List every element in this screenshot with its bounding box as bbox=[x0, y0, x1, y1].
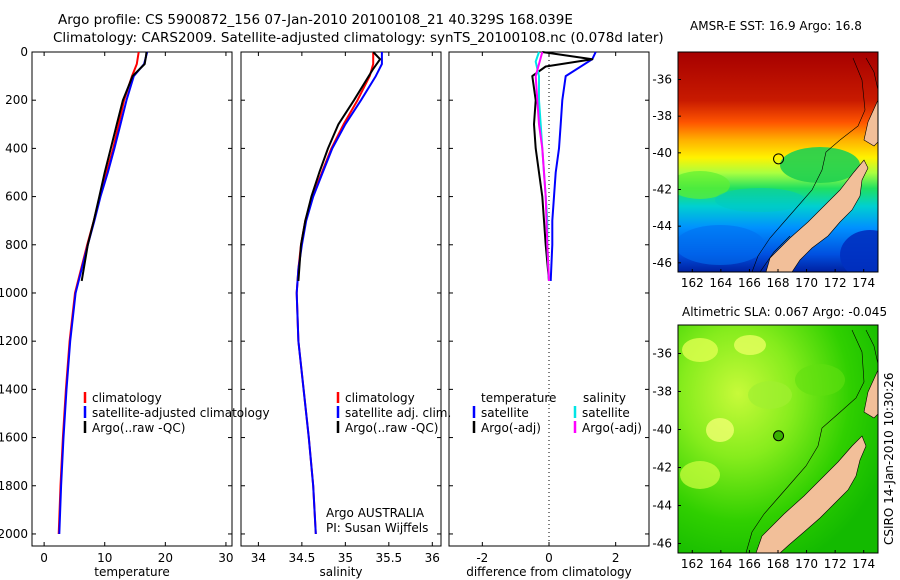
y-tick-label: 2000 bbox=[0, 527, 28, 541]
y-tick-label: -38 bbox=[652, 109, 672, 123]
y-tick-label: 600 bbox=[5, 190, 28, 204]
x-tick-label: 170 bbox=[795, 557, 818, 571]
temperature-panel: 0 10 20 30 0 200 400 600 800 1000 1200 1400 1600 1800… bbox=[0, 45, 234, 579]
south-island-land bbox=[765, 159, 869, 272]
sst-map-title: AMSR-E SST: 16.9 Argo: 16.8 bbox=[690, 19, 862, 33]
float-program: Argo AUSTRALIA bbox=[326, 506, 425, 520]
y-tick-label: -38 bbox=[652, 385, 672, 399]
y-tick-label: -44 bbox=[652, 499, 672, 513]
header-line1: Argo profile: CS 5900872_156 07-Jan-2010… bbox=[58, 12, 573, 28]
y-tick-label: -40 bbox=[652, 146, 672, 160]
x-axis-label: difference from climatology bbox=[466, 565, 632, 579]
y-tick-label: 200 bbox=[5, 93, 28, 107]
y-tick-label: 1400 bbox=[0, 382, 28, 396]
series-line-temperature-satellite bbox=[549, 51, 597, 281]
legend-satellite-adj: satellite adj. clim. bbox=[345, 406, 451, 420]
y-tick-label: 800 bbox=[5, 238, 28, 252]
legend-sal-argo: Argo(-adj) bbox=[582, 421, 642, 435]
argo-position-marker bbox=[773, 153, 785, 165]
x-tick-label: 35.5 bbox=[375, 551, 402, 565]
salinity-panel: 34 34.5 35 35.5 36 salinity bbox=[240, 51, 442, 579]
y-tick-label: 1200 bbox=[0, 334, 28, 348]
x-tick-label: 166 bbox=[738, 276, 761, 290]
float-pi: PI: Susan Wijffels bbox=[326, 521, 428, 535]
x-tick-label: 162 bbox=[681, 276, 704, 290]
x-tick-label: 168 bbox=[767, 276, 790, 290]
legend-header-temperature: temperature bbox=[481, 391, 556, 405]
legend-temp-argo: Argo(-adj) bbox=[481, 421, 541, 435]
x-tick-label: 164 bbox=[709, 557, 732, 571]
series-line-satellite-adjusted-climatology bbox=[58, 51, 149, 535]
x-tick-label: 36 bbox=[425, 551, 440, 565]
y-tick-label: -42 bbox=[652, 461, 672, 475]
x-tick-label: 34.5 bbox=[289, 551, 316, 565]
x-tick-label: 30 bbox=[218, 551, 233, 565]
y-tick-label: 1800 bbox=[0, 479, 28, 493]
y-tick-label: -42 bbox=[652, 183, 672, 197]
series-line-salinity-argo-adj- bbox=[534, 51, 550, 281]
y-tick-label: 1000 bbox=[0, 286, 28, 300]
salinity-legend: climatology satellite adj. clim. Argo(..… bbox=[326, 391, 451, 535]
series-line-temperature-argo-adj- bbox=[531, 51, 594, 281]
y-tick-label: -44 bbox=[652, 219, 672, 233]
y-tick-label: -36 bbox=[652, 73, 672, 87]
panel-frame bbox=[448, 51, 650, 547]
x-tick-label: 35 bbox=[338, 551, 353, 565]
panel-frame bbox=[31, 51, 233, 547]
x-tick-label: 164 bbox=[709, 276, 732, 290]
x-tick-label: 10 bbox=[97, 551, 112, 565]
legend-climatology: climatology bbox=[92, 391, 162, 405]
y-tick-label: -40 bbox=[652, 423, 672, 437]
sst-map: 162 164 166 168 170 172 174 -36 -38 -40 -42 -44 -46 bbox=[652, 51, 879, 290]
x-tick-label: 172 bbox=[824, 276, 847, 290]
series-line-argo-raw-qc- bbox=[297, 51, 382, 281]
x-tick-label: 0 bbox=[40, 551, 48, 565]
x-tick-label: 174 bbox=[852, 276, 875, 290]
x-tick-label: 0 bbox=[545, 551, 553, 565]
sla-map-title: Altimetric SLA: 0.067 Argo: -0.045 bbox=[682, 305, 887, 319]
legend-temp-satellite: satellite bbox=[481, 406, 529, 420]
legend-argo: Argo(..raw -QC) bbox=[92, 421, 185, 435]
x-tick-label: 162 bbox=[681, 557, 704, 571]
x-tick-label: -2 bbox=[476, 551, 488, 565]
south-island-land bbox=[755, 435, 867, 553]
y-tick-label: -46 bbox=[652, 256, 672, 270]
y-tick-label: 400 bbox=[5, 141, 28, 155]
argo-position-marker bbox=[773, 430, 785, 442]
x-tick-label: 172 bbox=[824, 557, 847, 571]
series-line-climatology bbox=[295, 52, 375, 535]
x-tick-label: 170 bbox=[795, 276, 818, 290]
y-tick-label: -46 bbox=[652, 537, 672, 551]
temperature-legend: climatology satellite-adjusted climatolo… bbox=[83, 391, 270, 435]
y-tick-label: -36 bbox=[652, 347, 672, 361]
timestamp-label: CSIRO 14-Jan-2010 10:30:26 bbox=[882, 373, 896, 545]
legend-sal-satellite: satellite bbox=[582, 406, 630, 420]
x-tick-label: 2 bbox=[612, 551, 620, 565]
series-line-climatology bbox=[57, 51, 140, 535]
legend-header-salinity: salinity bbox=[583, 391, 626, 405]
x-tick-label: 168 bbox=[767, 557, 790, 571]
y-tick-label: 0 bbox=[20, 45, 28, 59]
x-tick-label: 20 bbox=[158, 551, 173, 565]
x-axis-label: salinity bbox=[319, 565, 362, 579]
x-tick-label: 174 bbox=[852, 557, 875, 571]
legend-argo: Argo(..raw -QC) bbox=[345, 421, 438, 435]
difference-legend: temperature salinity satellite Argo(-adj… bbox=[472, 391, 642, 435]
legend-satellite-adjusted: satellite-adjusted climatology bbox=[92, 406, 270, 420]
x-tick-label: 34 bbox=[251, 551, 266, 565]
x-tick-label: 166 bbox=[738, 557, 761, 571]
x-axis-label: temperature bbox=[94, 565, 169, 579]
sla-map: 162 164 166 168 170 172 174 -36 -38 -40 -42 -44 -46 bbox=[652, 324, 879, 571]
panel-frame bbox=[240, 51, 442, 547]
header-line2: Climatology: CARS2009. Satellite-adjuste… bbox=[53, 30, 664, 46]
y-tick-label: 1600 bbox=[0, 431, 28, 445]
series-line-argo-raw-qc- bbox=[80, 51, 148, 282]
legend-climatology: climatology bbox=[345, 391, 415, 405]
